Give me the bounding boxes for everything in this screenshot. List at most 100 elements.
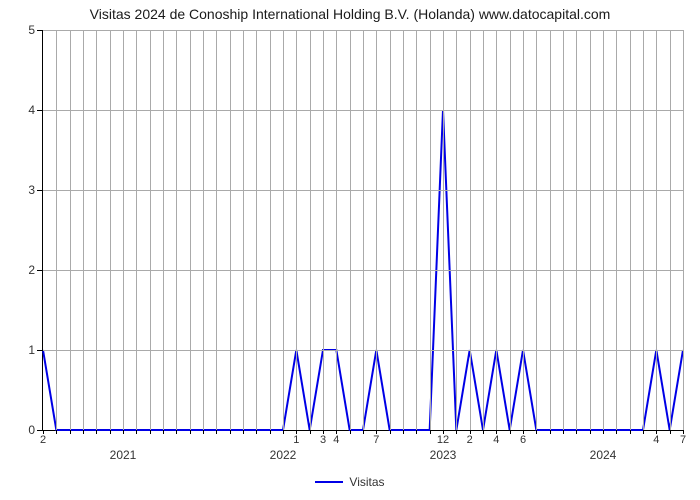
chart-title: Visitas 2024 de Conoship International H… [0,6,700,22]
x-minor-tick-mark [56,430,57,434]
x-minor-tick-mark [670,430,671,434]
x-gridline [310,30,311,430]
x-gridline [670,30,671,430]
x-minor-tick-mark [603,430,604,434]
x-minor-tick-mark [230,430,231,434]
y-tick-label: 1 [28,343,35,357]
x-gridline [376,30,377,430]
x-minor-tick-label: 7 [373,434,379,446]
y-tick-label: 3 [28,183,35,197]
x-minor-tick-mark [430,430,431,434]
x-gridline [470,30,471,430]
x-major-tick-label: 2024 [590,448,617,462]
x-minor-tick-mark [390,430,391,434]
plot-area: 0123452134712246472021202220232024 [42,30,683,431]
x-gridline [390,30,391,430]
x-minor-tick-mark [270,430,271,434]
x-gridline [323,30,324,430]
y-tick-mark [37,30,43,31]
x-gridline [243,30,244,430]
x-gridline [83,30,84,430]
x-minor-tick-mark [550,430,551,434]
x-gridline [350,30,351,430]
x-gridline [96,30,97,430]
x-minor-tick-mark [110,430,111,434]
legend: Visitas [0,472,700,489]
x-gridline [176,30,177,430]
x-gridline [550,30,551,430]
x-minor-tick-mark [576,430,577,434]
x-minor-tick-mark [350,430,351,434]
y-tick-label: 5 [28,23,35,37]
x-minor-tick-label: 4 [493,434,499,446]
x-gridline [603,30,604,430]
x-gridline [643,30,644,430]
x-minor-tick-mark [83,430,84,434]
x-minor-tick-mark [416,430,417,434]
x-gridline [590,30,591,430]
y-tick-mark [37,190,43,191]
y-tick-label: 2 [28,263,35,277]
x-major-tick-label: 2023 [430,448,457,462]
x-minor-tick-mark [283,430,284,434]
legend-item-visitas: Visitas [315,475,384,489]
x-minor-tick-mark [310,430,311,434]
x-minor-tick-mark [163,430,164,434]
x-gridline [443,30,444,430]
x-gridline [416,30,417,430]
x-gridline [483,30,484,430]
x-minor-tick-mark [363,430,364,434]
x-minor-tick-label: 4 [333,434,339,446]
x-gridline [510,30,511,430]
x-minor-tick-mark [643,430,644,434]
y-tick-label: 0 [28,423,35,437]
x-minor-tick-label: 4 [653,434,659,446]
y-tick-mark [37,350,43,351]
x-gridline [456,30,457,430]
x-minor-tick-label: 3 [320,434,326,446]
y-tick-mark [37,270,43,271]
x-gridline [576,30,577,430]
x-minor-tick-mark [256,430,257,434]
x-minor-tick-mark [150,430,151,434]
x-minor-tick-mark [216,430,217,434]
x-major-tick-label: 2022 [270,448,297,462]
x-gridline [70,30,71,430]
y-tick-mark [37,110,43,111]
x-minor-tick-mark [176,430,177,434]
x-minor-tick-mark [190,430,191,434]
x-gridline [136,30,137,430]
x-gridline [616,30,617,430]
x-gridline [110,30,111,430]
x-gridline [296,30,297,430]
x-gridline [630,30,631,430]
x-minor-tick-mark [123,430,124,434]
x-gridline [283,30,284,430]
x-gridline [123,30,124,430]
x-minor-tick-mark [136,430,137,434]
x-minor-tick-label: 6 [520,434,526,446]
x-gridline [56,30,57,430]
x-minor-tick-mark [590,430,591,434]
x-major-tick-label: 2021 [110,448,137,462]
x-minor-tick-mark [96,430,97,434]
x-minor-tick-mark [70,430,71,434]
x-gridline [403,30,404,430]
x-minor-tick-label: 2 [467,434,473,446]
legend-label: Visitas [349,475,384,489]
x-minor-tick-mark [510,430,511,434]
x-minor-tick-mark [483,430,484,434]
x-gridline [536,30,537,430]
x-minor-tick-label: 7 [680,434,686,446]
x-gridline [523,30,524,430]
x-gridline [563,30,564,430]
x-minor-tick-mark [616,430,617,434]
x-gridline [363,30,364,430]
chart-container: { "chart": { "type": "line", "title": "V… [0,0,700,500]
x-gridline [216,30,217,430]
x-gridline [163,30,164,430]
x-minor-tick-label: 1 [293,434,299,446]
y-tick-label: 4 [28,103,35,117]
x-gridline [683,30,684,430]
x-gridline [336,30,337,430]
